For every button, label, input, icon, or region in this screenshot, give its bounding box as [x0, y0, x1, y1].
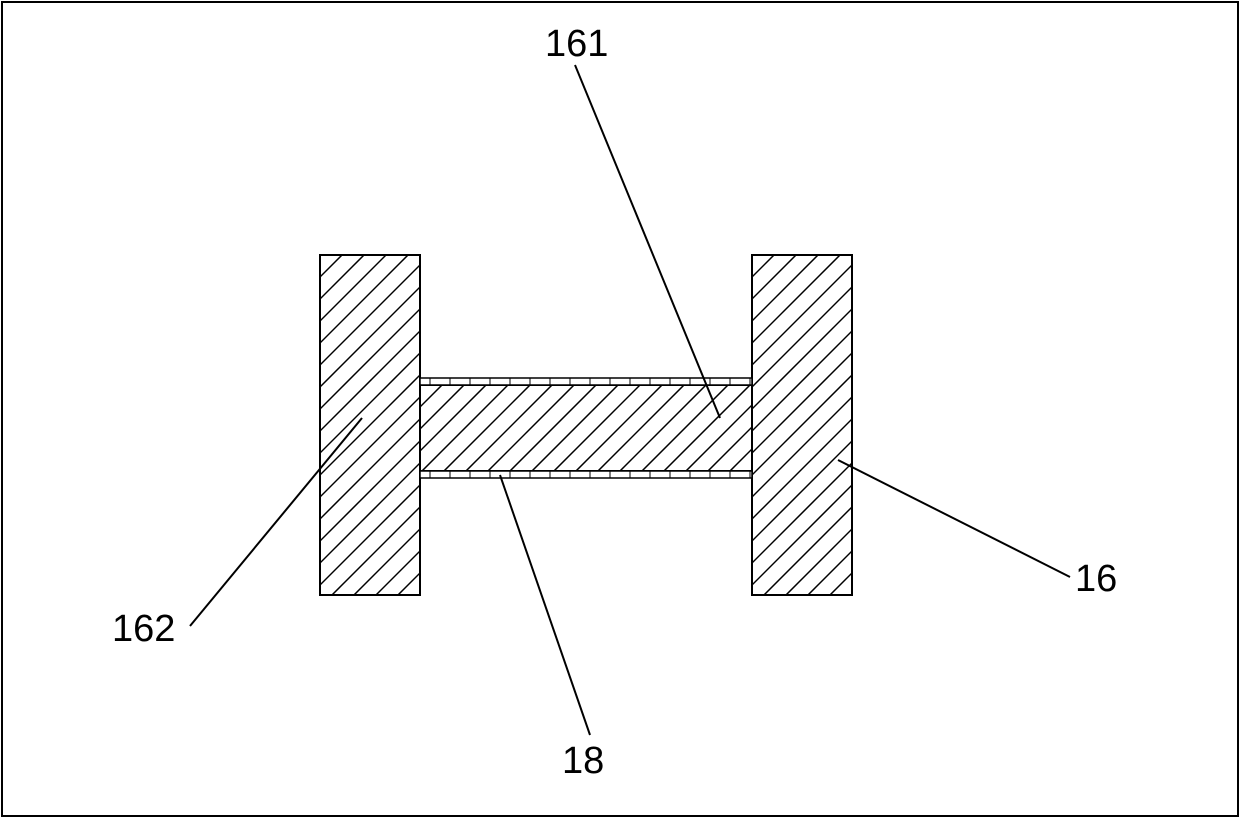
label-18: 18: [562, 740, 604, 783]
label-162: 162: [112, 608, 175, 651]
label-16: 16: [1075, 558, 1117, 601]
label-161: 161: [545, 23, 608, 66]
diagram-svg: [0, 0, 1240, 818]
